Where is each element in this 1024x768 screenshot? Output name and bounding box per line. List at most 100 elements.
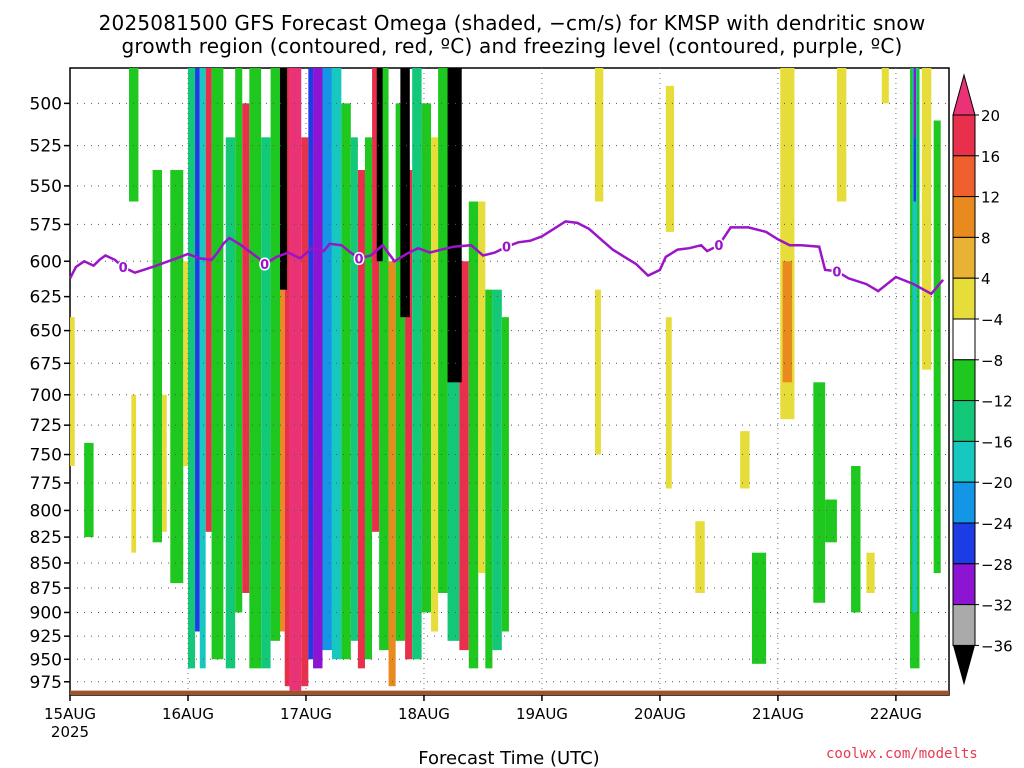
y-tick-label: 975 (30, 673, 62, 693)
y-tick-label: 775 (30, 474, 62, 494)
freezing-level-line (68, 220, 945, 296)
omega-band (459, 261, 469, 651)
x-tick-label: 22AUG (870, 705, 922, 723)
colorbar-swatch (952, 481, 976, 524)
omega-band (308, 68, 314, 660)
omega-band (152, 170, 163, 543)
x-tick-label: 16AUG (162, 705, 214, 723)
omega-band (379, 68, 389, 651)
omega-shading (70, 68, 941, 691)
y-tick-label: 850 (30, 554, 62, 574)
chart-title-line2: growth region (contoured, red, ºC) and f… (121, 34, 903, 58)
omega-band (341, 103, 351, 660)
y-tick-label: 900 (30, 603, 62, 623)
omega-band (225, 137, 236, 669)
colorbar-swatch (952, 196, 976, 238)
omega-band (412, 68, 422, 660)
omega-band (782, 261, 793, 383)
omega-band (595, 68, 604, 202)
colorbar-label: 4 (981, 270, 991, 288)
omega-band (162, 394, 167, 532)
colorbar-swatch (952, 114, 976, 157)
colorbar-label: −16 (981, 433, 1013, 451)
omega-band (357, 170, 365, 669)
omega-band (866, 552, 875, 593)
omega-band (695, 521, 705, 593)
omega-band (270, 68, 281, 641)
x-tick-label: 18AUG (398, 705, 450, 723)
x-axis-label: Forecast Time (UTC) (418, 748, 599, 768)
omega-band (438, 68, 448, 593)
omega-band (485, 289, 493, 669)
y-tick-label: 650 (30, 322, 62, 342)
omega-band (751, 552, 767, 664)
x-tick-label: 21AUG (752, 705, 804, 723)
chart-title-line1: 2025081500 GFS Forecast Omega (shaded, −… (98, 11, 926, 35)
omega-band (289, 68, 302, 691)
omega-band (665, 317, 672, 489)
omega-band (395, 103, 406, 641)
terrain-ground (70, 690, 949, 695)
y-tick-label: 525 (30, 137, 62, 157)
colorbar-swatch (952, 277, 976, 320)
freezing-level-contour: 0 0 0 0 0 0 (68, 220, 945, 296)
omega-band (388, 261, 396, 687)
omega-band (740, 431, 750, 489)
y-tick-label: 875 (30, 579, 62, 599)
freezing-level-label: 0 (714, 239, 723, 254)
omega-band (364, 137, 373, 660)
colorbar-swatch (952, 155, 976, 198)
omega-band (322, 68, 332, 651)
x-axis: 15AUG 16AUG 17AUG 18AUG 19AUG 20AUG 21AUG 22AUG… (44, 695, 922, 741)
colorbar-label: −28 (981, 556, 1013, 574)
omega-band (913, 68, 916, 138)
source-credit: coolwx.com/modelts (826, 746, 978, 762)
colorbar-label: −12 (981, 393, 1013, 411)
terrain-fill (70, 690, 949, 695)
x-tick-label: 17AUG (280, 705, 332, 723)
omega-core (447, 68, 462, 383)
y-tick-label: 750 (30, 446, 62, 466)
colorbar-label: 12 (981, 189, 1000, 207)
freezing-level-label: 0 (119, 261, 128, 276)
omega-band (242, 103, 250, 593)
omega-band (501, 317, 509, 632)
omega-band (913, 137, 916, 202)
colorbar-top-arrow (952, 73, 976, 116)
y-tick-label: 925 (30, 627, 62, 647)
omega-band (912, 68, 918, 613)
colorbar-label: −24 (981, 515, 1013, 533)
omega-band (665, 85, 675, 232)
freezing-level-label: 0 (260, 258, 269, 273)
freezing-level-label: 0 (355, 252, 364, 267)
omega-band (595, 289, 601, 455)
omega-band (350, 137, 358, 641)
omega-band (170, 170, 184, 584)
omega-band (431, 137, 439, 632)
omega-band (84, 442, 94, 538)
omega-band (372, 68, 380, 532)
omega-band (421, 103, 432, 613)
omega-core (280, 68, 288, 290)
colorbar-label: −36 (981, 637, 1013, 655)
x-tick-label: 15AUG (44, 705, 96, 723)
omega-band (235, 68, 243, 613)
colorbar-swatch (952, 236, 976, 279)
colorbar-label: 20 (981, 107, 1000, 125)
freezing-level-label: 0 (502, 241, 511, 256)
omega-band (468, 201, 479, 669)
colorbar-swatch (952, 359, 976, 402)
omega-band (284, 68, 290, 687)
y-tick-label: 625 (30, 288, 62, 308)
y-tick-label: 600 (30, 252, 62, 272)
omega-band (301, 137, 309, 687)
x-tick-label: 19AUG (516, 705, 568, 723)
omega-band (492, 289, 502, 651)
colorbar-swatch (952, 522, 976, 565)
omega-band (195, 68, 200, 632)
y-tick-label: 575 (30, 215, 62, 235)
colorbar-swatch (952, 563, 976, 606)
omega-core (376, 68, 383, 262)
omega-band (128, 68, 139, 202)
